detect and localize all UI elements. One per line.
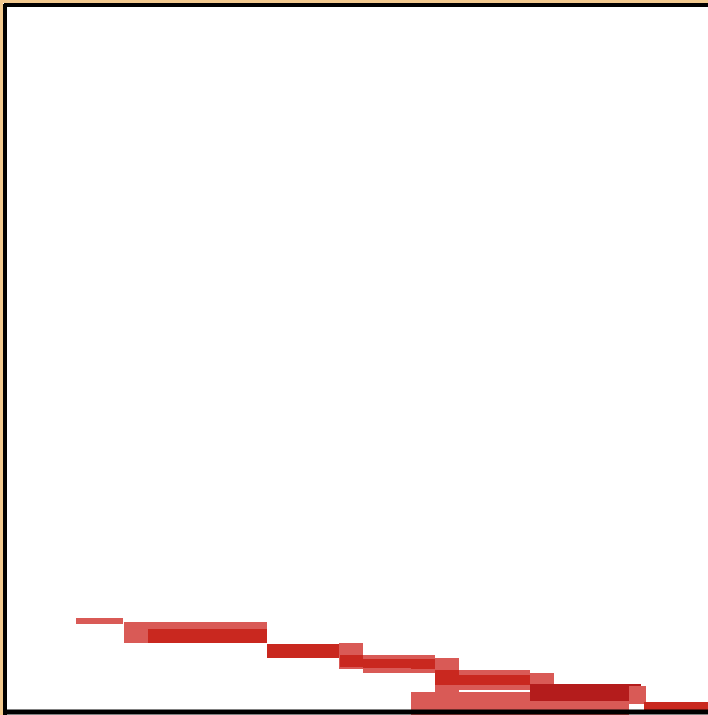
bar-12 <box>459 675 530 685</box>
bar-0 <box>76 618 123 624</box>
bar-17 <box>644 702 708 712</box>
bar-5 <box>340 655 363 667</box>
bar-3 <box>267 644 339 658</box>
bar-2 <box>148 629 267 643</box>
bar-16 <box>629 686 646 704</box>
bar-7 <box>363 659 411 668</box>
bar-10 <box>435 670 459 685</box>
bar-layer <box>76 618 708 715</box>
bar-13 <box>530 673 554 686</box>
bar-8 <box>411 659 435 669</box>
bar-15 <box>530 684 641 701</box>
